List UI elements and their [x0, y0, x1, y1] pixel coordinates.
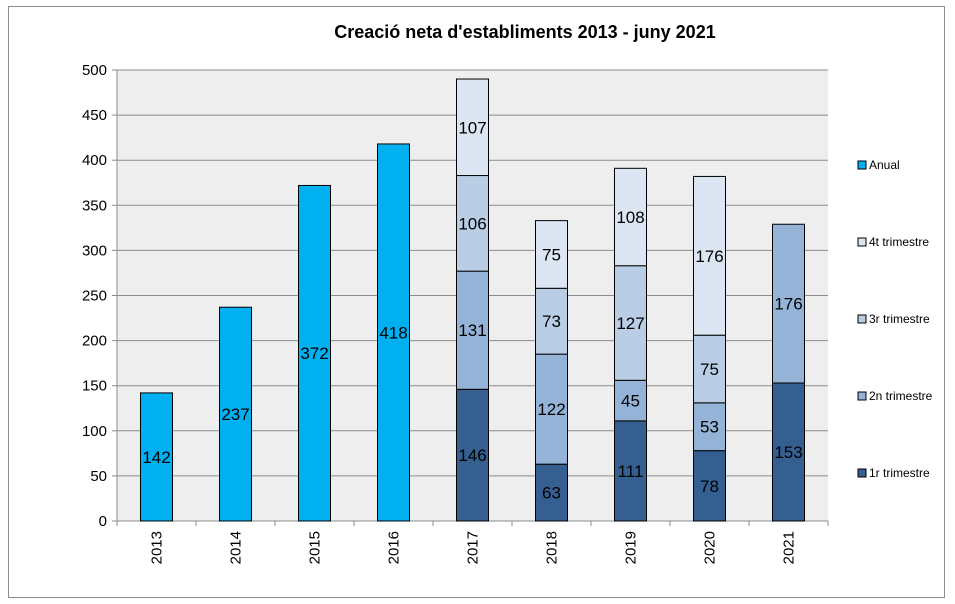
bar-segment [535, 287, 568, 355]
x-tick-label: 2020 [702, 531, 719, 564]
data-label: 176 [695, 247, 723, 266]
data-label: 78 [700, 477, 719, 496]
bar-segment [140, 392, 173, 522]
bar-segment [456, 175, 489, 272]
x-tick-label: 2013 [149, 531, 166, 564]
data-label: 372 [300, 344, 328, 363]
bar-segment [693, 175, 726, 336]
y-tick-label: 500 [82, 62, 107, 79]
legend-label: 2n trimestre [869, 389, 933, 403]
legend-swatch [857, 391, 867, 401]
data-label: 131 [458, 321, 486, 340]
legend-swatch [857, 237, 867, 247]
data-label: 53 [700, 418, 719, 437]
x-tick-label: 2015 [307, 531, 324, 564]
bar-segment [614, 167, 647, 267]
bar-segment [535, 353, 568, 465]
legend-swatch [857, 314, 867, 324]
data-label: 142 [142, 448, 170, 467]
data-label: 122 [537, 400, 565, 419]
data-label: 108 [616, 208, 644, 227]
chart-title: Creació neta d'establiments 2013 - juny … [334, 22, 716, 42]
data-label: 111 [618, 462, 644, 481]
legend-label: 4t trimestre [869, 235, 929, 249]
bar-segment [298, 184, 331, 522]
data-label: 106 [458, 214, 486, 233]
bar-segment [456, 78, 489, 177]
data-label: 107 [458, 118, 486, 137]
y-tick-label: 150 [82, 378, 107, 395]
y-tick-label: 350 [82, 197, 107, 214]
bar-segment [772, 223, 805, 384]
data-label: 73 [542, 312, 561, 331]
bar-segment [614, 420, 647, 522]
y-tick-label: 300 [82, 242, 107, 259]
bar-segment [614, 265, 647, 381]
bar-segment [456, 388, 489, 522]
bar-segment [535, 463, 568, 522]
y-tick-label: 450 [82, 107, 107, 124]
y-tick-label: 0 [99, 513, 107, 530]
x-tick-label: 2021 [781, 531, 798, 564]
data-label: 127 [616, 314, 644, 333]
data-label: 237 [221, 405, 249, 424]
data-label: 146 [458, 446, 486, 465]
legend-swatch [857, 468, 867, 478]
data-label: 63 [542, 484, 561, 503]
bar-segment [535, 220, 568, 289]
legend-label: 1r trimestre [869, 466, 930, 480]
data-label: 153 [774, 443, 802, 462]
legend-swatch [857, 160, 867, 170]
bar-segment [693, 334, 726, 404]
data-label: 176 [774, 295, 802, 314]
bar-segment [219, 306, 252, 522]
x-tick-label: 2016 [386, 531, 403, 564]
y-tick-label: 400 [82, 152, 107, 169]
data-label: 418 [379, 323, 407, 342]
bar-segment [693, 450, 726, 522]
data-label: 75 [700, 360, 719, 379]
legend-label: 3r trimestre [869, 312, 930, 326]
data-label: 45 [621, 392, 640, 411]
y-tick-label: 100 [82, 423, 107, 440]
x-tick-label: 2017 [465, 531, 482, 564]
x-tick-label: 2014 [228, 531, 245, 564]
y-tick-label: 50 [90, 468, 107, 485]
x-tick-label: 2019 [623, 531, 640, 564]
data-label: 75 [542, 245, 561, 264]
bar-segment [377, 143, 410, 522]
y-tick-label: 200 [82, 333, 107, 350]
y-tick-label: 250 [82, 288, 107, 305]
x-tick-label: 2018 [544, 531, 561, 564]
bar-segment [456, 270, 489, 390]
legend-label: Anual [869, 158, 900, 172]
